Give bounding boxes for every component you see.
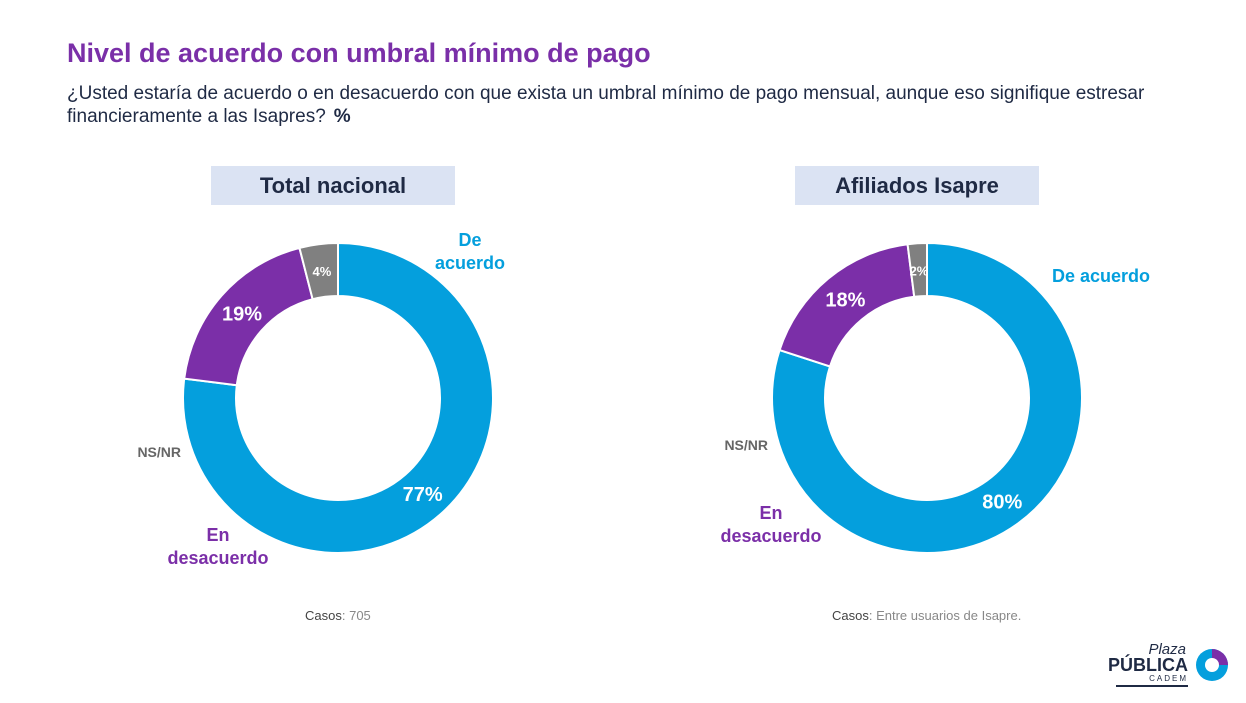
subtitle-question: ¿Usted estaría de acuerdo o en desacuerd… [67,83,1145,127]
chart-title: Nivel de acuerdo con umbral mínimo de pa… [67,38,651,68]
value-label-en-desacuerdo: 19% [222,303,262,325]
plaza-publica-logo: Plaza PÚBLICA CADEM [1108,641,1232,689]
category-label-en-desacuerdo: En desacuerdo [720,503,821,546]
logo-text-publica: PÚBLICA [1108,655,1188,675]
category-label-ns-nr: NS/NR [137,444,181,460]
donut-slice-de-acuerdo [182,241,494,554]
casos-note-isapre: Casos: Entre usuarios de Isapre. [832,608,1021,623]
donut-chart-total-nacional: Total nacional 77% De acuerdo 19% En desacuer… [50,166,650,636]
subtitle-unit: % [333,106,351,127]
casos-value: : Entre usuarios de Isapre. [868,608,1022,623]
category-label-en-desacuerdo: En desacuerdo [167,525,268,568]
donut-svg-afiliados-isapre: 80% De acuerdo 18% En desacuerdo 2% NS/NR [720,241,1150,554]
donut-slice-de-acuerdo [771,241,1083,554]
casos-label: Casos [305,608,342,623]
value-label-ns-nr: 4% [313,264,332,279]
donut-slice-ns-nr [906,241,928,298]
logo-text-cadem: CADEM [1149,674,1188,683]
panel-title-afiliados-isapre: Afiliados Isapre [795,166,1039,205]
donut-chart-afiliados-isapre: Afiliados Isapre 80% De acuerdo 18% En desac… [640,166,1240,636]
category-label-de-acuerdo: De acuerdo [1052,266,1150,286]
chart-subtitle: ¿Usted estaría de acuerdo o en desacuerd… [67,82,1147,128]
donut-svg-total-nacional: 77% De acuerdo 19% En desacuerdo 4% NS/NR [137,230,505,568]
value-label-en-desacuerdo: 18% [825,289,865,311]
category-label-ns-nr: NS/NR [724,437,768,453]
donut-slice-ns-nr [298,241,339,301]
panel-title-total-nacional: Total nacional [211,166,455,205]
casos-label: Casos [832,608,869,623]
value-label-de-acuerdo: 77% [403,484,443,506]
category-label-de-acuerdo: De acuerdo [435,230,505,273]
logo-text-plaza: Plaza [1148,641,1186,658]
value-label-de-acuerdo: 80% [982,492,1022,514]
casos-note-total: Casos: 705 [305,608,371,623]
casos-value: : 705 [341,608,371,623]
logo-underline [1116,685,1188,687]
logo-mark-icon [1196,649,1228,681]
value-label-ns-nr: 2% [910,263,929,278]
